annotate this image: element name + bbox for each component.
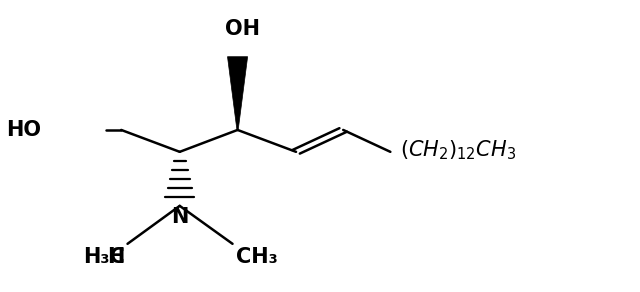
- Text: CH₃: CH₃: [236, 247, 277, 267]
- Polygon shape: [227, 57, 248, 130]
- Text: H₃C: H₃C: [83, 247, 124, 267]
- Text: N: N: [171, 207, 188, 227]
- Text: HO: HO: [6, 120, 42, 140]
- Text: OH: OH: [225, 20, 260, 39]
- Text: H: H: [107, 247, 124, 267]
- Text: $(CH_2)_{12}CH_3$: $(CH_2)_{12}CH_3$: [400, 139, 516, 162]
